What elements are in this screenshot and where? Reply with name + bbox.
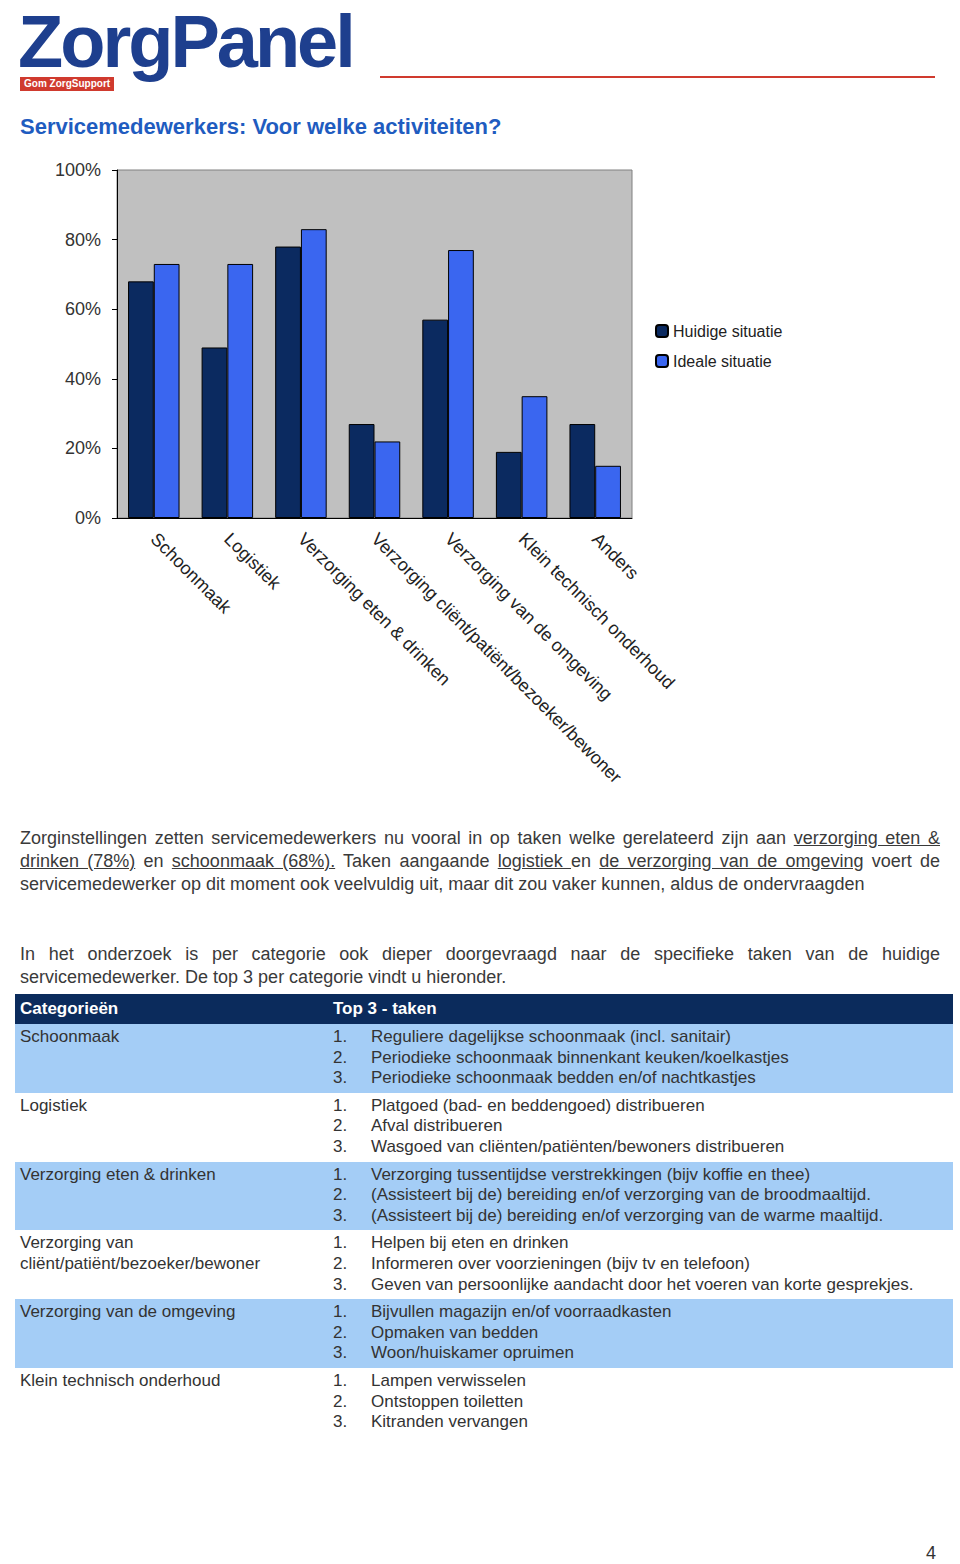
html-text:Gom ZorgSupport: Gom ZorgSupport bbox=[24, 78, 111, 89]
html-text:Afval distribueren: Afval distribueren bbox=[371, 1116, 503, 1136]
svg-text:Klein technisch onderhoud: Klein technisch onderhoud bbox=[515, 529, 679, 693]
html-text:3.: 3. bbox=[333, 1343, 348, 1363]
html-text:3.: 3. bbox=[333, 1205, 348, 1225]
html-text:Top 3 - taken: Top 3 - taken bbox=[333, 999, 437, 1018]
html-text:Bijvullen magazijn en/of voorr: Bijvullen magazijn en/of voorraadkasten bbox=[371, 1302, 672, 1322]
html-text:Verzorging van de omgeving: Verzorging van de omgeving bbox=[20, 1302, 236, 1322]
svg-text:Schoonmaak: Schoonmaak bbox=[146, 528, 236, 618]
html-text:Periodieke schoonmaak bedden e: Periodieke schoonmaak bedden en/of nacht… bbox=[371, 1068, 756, 1088]
html-text:1.: 1. bbox=[333, 1027, 348, 1046]
html-text:Platgoed (bad- en beddengoed): Platgoed (bad- en beddengoed) distribuer… bbox=[371, 1095, 705, 1115]
html-text:Zorginstellingen zetten servic: Zorginstellingen zetten servicemedewerke… bbox=[20, 828, 940, 894]
html-text:3.: 3. bbox=[333, 1274, 348, 1294]
svg-text:Ideale situatie: Ideale situatie bbox=[673, 353, 772, 370]
html-text:Verzorging van cliënt/patiënt/: Verzorging van cliënt/patiënt/bezoeker/b… bbox=[20, 1233, 260, 1273]
svg-text:0%: 0% bbox=[75, 508, 101, 528]
svg-text:Logistiek: Logistiek bbox=[220, 529, 285, 594]
html-text:Geven van persoonlijke aandach: Geven van persoonlijke aandacht door het… bbox=[371, 1274, 914, 1294]
svg-text:Verzorging van de omgeving: Verzorging van de omgeving bbox=[441, 528, 617, 705]
svg-text:40%: 40% bbox=[65, 369, 101, 389]
html-text:Informeren over voorzieningen: Informeren over voorzieningen (bijv tv e… bbox=[371, 1253, 750, 1273]
html-text:Verzorging tussentijdse verstr: Verzorging tussentijdse verstrekkingen (… bbox=[371, 1164, 811, 1184]
html-text:Logistiek: Logistiek bbox=[20, 1095, 88, 1115]
html-text:Verzorging eten & drinken: Verzorging eten & drinken bbox=[20, 1164, 216, 1184]
html-text:4: 4 bbox=[926, 1543, 936, 1563]
html-text:Opmaken van bedden: Opmaken van bedden bbox=[371, 1322, 539, 1342]
svg-text:Anders: Anders bbox=[588, 529, 642, 583]
html-text:(Assisteert bij de) bereiding: (Assisteert bij de) bereiding en/of verz… bbox=[371, 1185, 871, 1205]
html-text:Categorieën: Categorieën bbox=[20, 999, 119, 1018]
html-text:Schoonmaak: Schoonmaak bbox=[20, 1027, 120, 1046]
html-text:1.: 1. bbox=[333, 1095, 348, 1115]
html-text:Klein technisch onderhoud: Klein technisch onderhoud bbox=[20, 1370, 221, 1390]
svg-text:Huidige situatie: Huidige situatie bbox=[673, 323, 783, 340]
html-text:Ontstoppen toiletten: Ontstoppen toiletten bbox=[371, 1391, 524, 1411]
html-text:Kitranden vervangen: Kitranden vervangen bbox=[371, 1412, 528, 1432]
svg-text:Verzorging eten & drinken: Verzorging eten & drinken bbox=[294, 529, 454, 689]
html-text:2.: 2. bbox=[333, 1391, 348, 1411]
html-text:Woon/huiskamer opruimen: Woon/huiskamer opruimen bbox=[371, 1343, 574, 1363]
html-text:(Assisteert bij de) bereiding: (Assisteert bij de) bereiding en/of verz… bbox=[371, 1205, 884, 1225]
svg-text:100%: 100% bbox=[55, 160, 101, 180]
html-text:ZorgPanel: ZorgPanel bbox=[18, 0, 353, 83]
svg-text:20%: 20% bbox=[65, 438, 101, 458]
html-text:2.: 2. bbox=[333, 1253, 348, 1273]
html-text:Reguliere dagelijkse schoonmaa: Reguliere dagelijkse schoonmaak (incl. s… bbox=[371, 1027, 731, 1046]
html-text:In het onderzoek is per catego: In het onderzoek is per categorie ook di… bbox=[20, 944, 940, 987]
html-text:1.: 1. bbox=[333, 1233, 348, 1253]
html-text:2.: 2. bbox=[333, 1185, 348, 1205]
html-text:Helpen bij eten en drinken: Helpen bij eten en drinken bbox=[371, 1233, 569, 1253]
html-text:Wasgoed van cliënten/patiënten: Wasgoed van cliënten/patiënten/bewoners … bbox=[371, 1137, 785, 1156]
svg-text:60%: 60% bbox=[65, 299, 101, 319]
html-text:Servicemedewerkers: Voor welke: Servicemedewerkers: Voor welke activitei… bbox=[20, 114, 502, 139]
svg-text:Verzorging cliënt/patiënt/bezo: Verzorging cliënt/patiënt/bezoeker/bewon… bbox=[367, 529, 625, 787]
html-text:2.: 2. bbox=[333, 1047, 348, 1067]
html-text:2.: 2. bbox=[333, 1116, 348, 1136]
html-text:3.: 3. bbox=[333, 1068, 348, 1088]
html-text:3.: 3. bbox=[333, 1137, 348, 1156]
html-text:Lampen verwisselen: Lampen verwisselen bbox=[371, 1370, 526, 1390]
html-text:2.: 2. bbox=[333, 1322, 348, 1342]
html-text:1.: 1. bbox=[333, 1302, 348, 1322]
svg-text:80%: 80% bbox=[65, 230, 101, 250]
html-text:1.: 1. bbox=[333, 1164, 348, 1184]
html-text:Periodieke schoonmaak binnenka: Periodieke schoonmaak binnenkant keuken/… bbox=[371, 1047, 789, 1067]
html-text:1.: 1. bbox=[333, 1370, 348, 1390]
html-text:3.: 3. bbox=[333, 1412, 348, 1432]
